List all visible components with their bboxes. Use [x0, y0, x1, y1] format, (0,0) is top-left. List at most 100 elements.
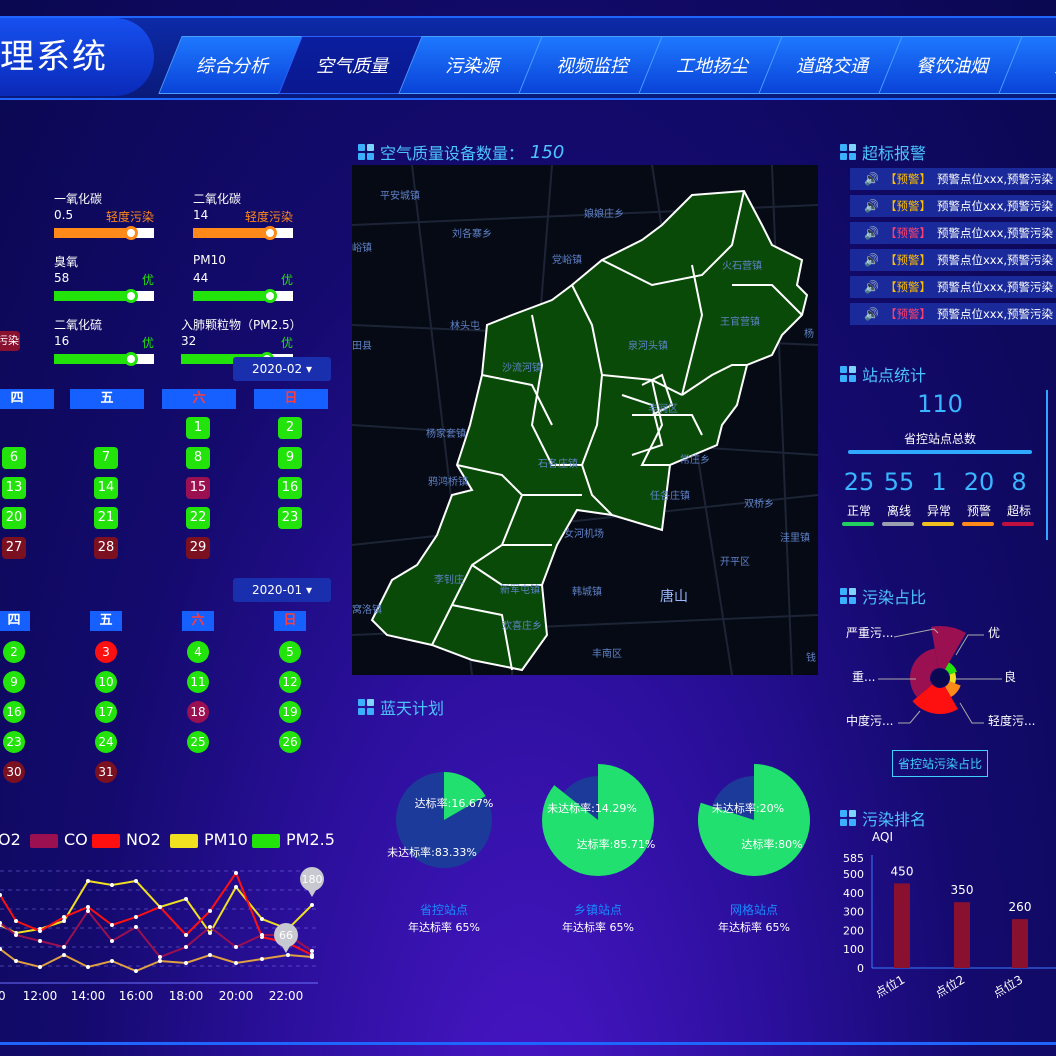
alarm-item[interactable]: 🔊 【预警】 预警点位xxx,预警污染: [850, 249, 1056, 271]
ratio-label: 轻度污...: [988, 713, 1035, 728]
calendar-day[interactable]: 7: [94, 447, 118, 469]
calendar-day[interactable]: 21: [94, 507, 118, 529]
station-label: 超标: [1006, 504, 1031, 518]
calendar-day[interactable]: 15: [186, 477, 210, 499]
map-place-label: 唐山: [660, 588, 688, 605]
calendar-day[interactable]: 3: [95, 641, 117, 663]
station-count: 20: [963, 468, 995, 496]
alarm-item[interactable]: 🔊 【预警】 预警点位xxx,预警污染: [850, 168, 1056, 190]
calendar-day[interactable]: 9: [3, 671, 25, 693]
ranking-title: 污染排名: [840, 806, 926, 830]
map-place-label: 党峪镇: [552, 253, 582, 266]
alarm-text: 预警点位xxx,预警污染: [936, 172, 1054, 186]
calendar-day[interactable]: 1: [186, 417, 210, 439]
ratio-wedge: [912, 684, 958, 714]
map-place-label: 刘各寨乡: [452, 227, 492, 240]
ranking-title-label: 污染排名: [862, 810, 927, 829]
grid-icon: [840, 144, 856, 160]
calendar-day[interactable]: 23: [3, 731, 25, 753]
line-marker-label: 180: [302, 873, 323, 886]
station-count: 25: [843, 468, 875, 496]
station-line: [962, 522, 994, 526]
ratio-button[interactable]: 省控站污染占比: [892, 750, 988, 777]
indicator-knob[interactable]: [263, 289, 277, 303]
calendar-day[interactable]: 24: [95, 731, 117, 753]
calendar-day[interactable]: 6: [2, 447, 26, 469]
station-count: 8: [1011, 468, 1027, 496]
calendar-day[interactable]: 16: [278, 477, 302, 499]
calendar-day[interactable]: 17: [95, 701, 117, 723]
calendar-day[interactable]: 27: [2, 537, 26, 559]
indicator-bar-fill: [193, 226, 277, 240]
station-title-label: 站点统计: [862, 366, 927, 385]
tab-label: 空气质量: [316, 56, 388, 77]
weekday-header: 五: [90, 611, 122, 631]
calendar-day[interactable]: 26: [279, 731, 301, 753]
x-tick-label: 16:00: [119, 989, 154, 1003]
indicator-knob[interactable]: [263, 226, 277, 240]
map-title-label: 空气质量设备数量：: [380, 144, 525, 163]
alarm-item[interactable]: 🔊 【预警】 预警点位xxx,预警污染: [850, 303, 1056, 325]
tab-label: 工地扬尘: [676, 56, 748, 77]
calendar-day[interactable]: 23: [278, 507, 302, 529]
month-value: 2020-02: [252, 362, 303, 376]
calendar-day[interactable]: 9: [278, 447, 302, 469]
legend-label: PM2.5: [286, 830, 335, 849]
indicator-knob[interactable]: [124, 352, 138, 366]
calendar-day[interactable]: 22: [186, 507, 210, 529]
calendar-day[interactable]: 20: [2, 507, 26, 529]
indicator-knob[interactable]: [124, 226, 138, 240]
map-place-label: 开平区: [720, 556, 750, 568]
pie-name: 乡镇站点: [574, 903, 622, 917]
station-line: [882, 522, 914, 526]
grid-icon: [840, 588, 856, 604]
calendar-day[interactable]: 14: [94, 477, 118, 499]
calendar-day[interactable]: 12: [279, 671, 301, 693]
calendar-day[interactable]: 13: [2, 477, 26, 499]
calendar-day[interactable]: 30: [3, 761, 25, 783]
map-place-label: 欢喜庄乡: [502, 619, 542, 632]
calendar-day[interactable]: 10: [95, 671, 117, 693]
line-chart-legend: O2 CO NO2 PM10 PM2.5: [0, 830, 340, 852]
tab-label: 污染源: [445, 56, 499, 77]
calendar-day[interactable]: 28: [94, 537, 118, 559]
indicator-knob[interactable]: [124, 289, 138, 303]
map-place-label: 平安城镇: [380, 189, 420, 202]
station-label: 异常: [926, 504, 951, 518]
alarm-item[interactable]: 🔊 【预警】 预警点位xxx,预警污染: [850, 222, 1056, 244]
pie-miss-label: 未达标率:20%: [712, 801, 784, 815]
indicator-value: 14: [193, 208, 209, 222]
alarm-tag: 【预警】: [884, 226, 931, 240]
indicator-bar-fill: [54, 352, 138, 366]
calendar-day[interactable]: 2: [278, 417, 302, 439]
calendar-day[interactable]: 29: [186, 537, 210, 559]
calendar-day[interactable]: 25: [187, 731, 209, 753]
indicator-value: 0.5: [54, 208, 74, 222]
map-place-label: 鸦鸿桥镇: [428, 475, 468, 488]
pie-reach-label: 达标率:16.67%: [415, 796, 494, 810]
indicator-name: 二氧化硫: [54, 318, 103, 332]
calendar-day[interactable]: 8: [186, 447, 210, 469]
calendar-day[interactable]: 4: [187, 641, 209, 663]
speaker-icon: 🔊: [864, 172, 879, 186]
map-place-label: 娘娘庄乡: [584, 207, 624, 220]
ranking-chart: 585 500 400 300 200 100 0 450 点位1 350 点位2 260 点位3: [843, 852, 1056, 1001]
calendar-day[interactable]: 11: [187, 671, 209, 693]
y-tick-label: 400: [843, 887, 864, 900]
calendar-day[interactable]: 16: [3, 701, 25, 723]
calendar-day[interactable]: 2: [3, 641, 25, 663]
calendar-day[interactable]: 5: [279, 641, 301, 663]
alarm-item[interactable]: 🔊 【预警】 预警点位xxx,预警污染: [850, 276, 1056, 298]
alarm-item[interactable]: 🔊 【预警】 预警点位xxx,预警污染: [850, 195, 1056, 217]
map-place-label: 田县: [352, 340, 372, 352]
calendar-day[interactable]: 31: [95, 761, 117, 783]
x-category-label: 点位3: [990, 972, 1025, 1001]
month-select-2[interactable]: 2020-01 ▾: [233, 578, 331, 602]
month-select-1[interactable]: 2020-02 ▾: [233, 357, 331, 381]
map-place-label: 窝洛镇: [352, 603, 382, 616]
calendar-day[interactable]: 19: [279, 701, 301, 723]
calendar-day[interactable]: 18: [187, 701, 209, 723]
indicator-status: 轻度污染: [105, 210, 154, 224]
